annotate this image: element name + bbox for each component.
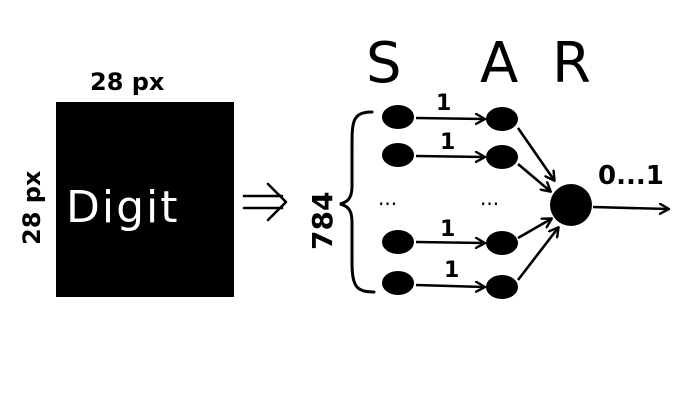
layer-a-label: A [480,31,518,96]
a-neuron-4 [486,275,518,299]
digit-image [56,102,234,297]
a-r-connection-1 [516,127,554,180]
a-r-connection-4 [516,228,558,281]
layer-r-label: R [552,31,591,96]
weight-label-3: 1 [440,217,455,242]
output-arrow-icon [592,207,668,209]
output-range-label: 0...1 [598,161,664,191]
s-a-connection-3 [415,242,484,243]
s-neuron-4 [382,271,414,295]
a-r-connection-3 [517,219,551,240]
r-neuron [550,184,592,226]
image-width-label: 28 px [90,68,165,96]
image-height-label: 28 px [18,170,46,245]
a-neuron-3 [486,231,518,255]
curly-brace-icon [339,110,376,294]
layer-s-label: S [366,31,402,96]
s-a-connection-2 [415,156,484,157]
weight-label-1: 1 [436,91,451,116]
s-neuron-1 [382,105,414,129]
s-neuron-2 [382,143,414,167]
s-neuron-3 [382,230,414,254]
digit-label: Digit [66,182,180,233]
ellipsis-a: ... [480,186,499,210]
a-neuron-1 [486,107,518,131]
s-a-connection-4 [415,285,484,287]
a-neuron-2 [486,145,518,169]
input-arrow-icon [242,182,288,222]
a-r-connection-2 [517,163,550,191]
weight-label-2: 1 [440,130,455,155]
ellipsis-s: ... [378,186,397,210]
s-a-connection-1 [415,118,484,119]
input-count-label: 784 [306,192,339,250]
weight-label-4: 1 [444,258,459,283]
